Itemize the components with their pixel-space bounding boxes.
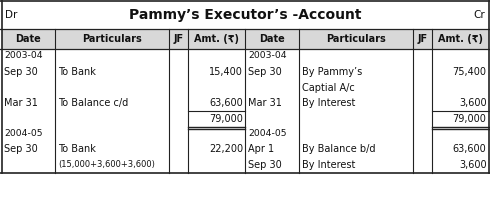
Text: To Balance c/d: To Balance c/d (58, 98, 129, 108)
Text: Amt. (₹): Amt. (₹) (438, 34, 483, 44)
Text: Particulars: Particulars (326, 34, 386, 44)
Text: 2004-05: 2004-05 (4, 129, 43, 139)
Text: By Interest: By Interest (302, 160, 355, 170)
Text: Sep 30: Sep 30 (248, 67, 282, 77)
Text: By Pammy’s: By Pammy’s (302, 67, 362, 77)
Text: Mar 31: Mar 31 (4, 98, 38, 108)
Text: By Interest: By Interest (302, 98, 355, 108)
Text: Amt. (₹): Amt. (₹) (194, 34, 239, 44)
Text: 15,400: 15,400 (209, 67, 243, 77)
Text: 63,600: 63,600 (209, 98, 243, 108)
Text: Particulars: Particulars (82, 34, 142, 44)
Text: To Bank: To Bank (58, 67, 96, 77)
Text: Mar 31: Mar 31 (248, 98, 282, 108)
Text: By Balance b/d: By Balance b/d (302, 144, 375, 154)
Text: 2003-04: 2003-04 (4, 52, 43, 61)
Bar (1, 1, 489, 29)
Text: Apr 1: Apr 1 (248, 144, 274, 154)
Text: Cr: Cr (474, 10, 486, 20)
Text: Sep 30: Sep 30 (248, 160, 282, 170)
Text: Sep 30: Sep 30 (4, 67, 38, 77)
Text: Date: Date (259, 34, 285, 44)
Text: 3,600: 3,600 (459, 98, 487, 108)
Text: Pammy’s Executor’s -Account: Pammy’s Executor’s -Account (129, 8, 361, 22)
Text: JF: JF (173, 34, 184, 44)
Text: To Bank: To Bank (58, 144, 96, 154)
Text: 79,000: 79,000 (453, 114, 487, 124)
Text: 3,600: 3,600 (459, 160, 487, 170)
Text: (15,000+3,600+3,600): (15,000+3,600+3,600) (58, 161, 155, 169)
Text: Date: Date (16, 34, 41, 44)
Text: JF: JF (417, 34, 427, 44)
Text: 2003-04: 2003-04 (248, 52, 287, 61)
Text: 63,600: 63,600 (453, 144, 487, 154)
Text: Sep 30: Sep 30 (4, 144, 38, 154)
Text: 75,400: 75,400 (452, 67, 487, 77)
Text: 2004-05: 2004-05 (248, 129, 287, 139)
Text: 79,000: 79,000 (209, 114, 243, 124)
Text: Captial A/c: Captial A/c (302, 83, 355, 93)
Bar (1, 29, 489, 49)
Text: Dr: Dr (4, 10, 17, 20)
Text: 22,200: 22,200 (209, 144, 243, 154)
